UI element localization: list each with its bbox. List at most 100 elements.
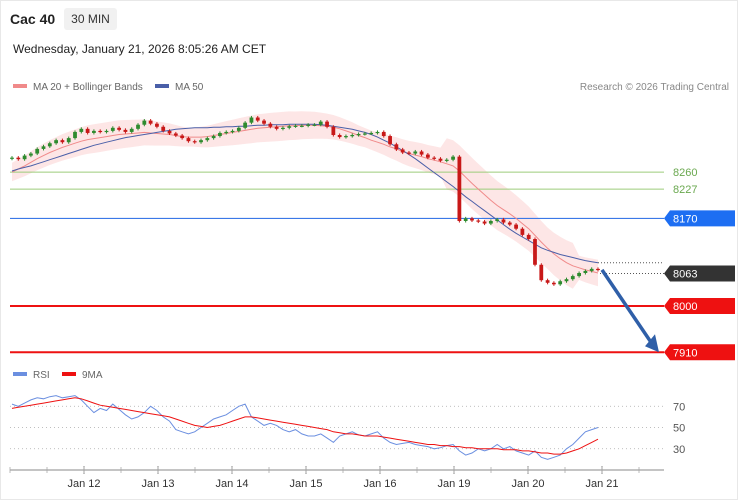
candle-body — [539, 264, 544, 281]
candle-body — [205, 138, 210, 141]
candle-body — [362, 133, 367, 135]
candle-body — [173, 133, 178, 136]
time-label-5: Jan 19 — [437, 478, 470, 490]
candle-body — [129, 128, 134, 132]
candle-body — [407, 152, 411, 154]
rsi-ma9-legend-label: 9MA — [82, 370, 103, 381]
rsi-swatch — [13, 372, 27, 376]
candle-body — [224, 131, 229, 134]
candle-body — [142, 120, 147, 125]
candle-body — [10, 157, 14, 159]
candle-body — [325, 121, 329, 127]
legend-ma20-label: MA 20 + Bollinger Bands — [33, 82, 143, 93]
candle-body — [243, 122, 248, 128]
candle-body — [218, 132, 222, 137]
arrow-shaft — [600, 268, 653, 344]
candle-body — [476, 220, 481, 222]
candle-body — [199, 140, 203, 143]
level-label-7910: 7910 — [673, 347, 697, 359]
candle-body — [287, 126, 292, 128]
rsi-tick-30: 30 — [673, 444, 685, 456]
candle-body — [54, 140, 58, 144]
rsi-legend-label: RSI — [33, 370, 50, 381]
time-label-7: Jan 21 — [585, 478, 618, 490]
candle-body — [577, 272, 581, 277]
candle-body — [337, 135, 342, 138]
time-label-6: Jan 20 — [511, 478, 544, 490]
forecast-arrow — [600, 268, 659, 353]
rsi-tick-70: 70 — [673, 401, 685, 413]
candle-body — [419, 151, 424, 155]
candle-body — [545, 280, 550, 283]
moving-averages — [11, 123, 599, 274]
candle-body — [381, 131, 386, 137]
candle-body — [583, 270, 588, 273]
candle-body — [413, 151, 418, 154]
candle-body — [123, 129, 128, 132]
candle-body — [16, 157, 21, 160]
legend: MA 20 + Bollinger Bands MA 50 Research ©… — [13, 82, 729, 93]
rsi-ma9-line — [11, 397, 599, 455]
candle-body — [356, 133, 361, 136]
level-tag-8000 — [664, 297, 735, 314]
level-label-8063: 8063 — [673, 269, 697, 281]
candle-body — [186, 138, 191, 142]
candle-body — [180, 135, 185, 139]
rsi-tick-50: 50 — [673, 423, 685, 435]
level-label-8000: 8000 — [673, 301, 697, 313]
interval-button[interactable]: 30 MIN — [64, 8, 117, 30]
candle-body — [60, 140, 65, 143]
candle-body — [507, 222, 512, 225]
candle-body — [570, 276, 575, 280]
ma50-swatch — [155, 84, 169, 88]
candle-body — [514, 224, 518, 229]
candle-body — [350, 135, 355, 137]
timestamp: Wednesday, January 21, 2026 8:05:26 AM C… — [13, 42, 267, 56]
candle-body — [192, 141, 197, 143]
level-tag-8063 — [664, 265, 735, 282]
candle-body — [299, 125, 304, 127]
candle-body — [41, 146, 46, 149]
instrument-title: Cac 40 — [10, 11, 56, 27]
candle-body — [268, 123, 273, 127]
candle-body — [262, 120, 266, 124]
level-tag-8170 — [664, 210, 735, 227]
candle-body — [520, 228, 525, 235]
candle-body — [306, 124, 311, 126]
time-axis: Jan 12 Jan 13 Jan 14 Jan 15 Jan 16 Jan 19 Jan … — [9, 466, 664, 490]
price-levels — [10, 171, 664, 354]
candle-body — [35, 148, 40, 154]
candle-body — [22, 155, 27, 160]
candle-body — [344, 136, 348, 138]
candle-body — [236, 127, 241, 131]
bollinger-band-area — [12, 111, 598, 289]
candle-body — [79, 128, 84, 132]
candle-body — [488, 220, 493, 224]
candle-body — [293, 125, 298, 127]
candle-body — [558, 281, 563, 285]
candle-body — [432, 157, 437, 159]
candle-body — [85, 128, 90, 133]
candlesticks — [10, 115, 600, 286]
legend-ma50-label: MA 50 — [175, 82, 204, 93]
rsi-legend: RSI 9MA — [13, 370, 103, 381]
time-label-0: Jan 12 — [67, 478, 100, 490]
ma50-line — [11, 123, 599, 264]
candle-body — [230, 130, 235, 133]
candle-body — [92, 130, 96, 133]
candle-body — [104, 130, 109, 133]
time-label-1: Jan 13 — [141, 478, 174, 490]
candle-body — [161, 126, 166, 131]
candle-body — [66, 138, 71, 143]
candle-body — [463, 218, 468, 221]
time-label-3: Jan 15 — [289, 478, 322, 490]
candle-body — [73, 131, 77, 139]
level-labels: 8260 8227 8170 8063 8000 7910 — [664, 167, 735, 361]
ma20-line — [11, 124, 599, 274]
candle-body — [255, 117, 260, 121]
candle-body — [457, 156, 462, 221]
candle-body — [98, 130, 103, 133]
candle-body — [501, 219, 506, 223]
